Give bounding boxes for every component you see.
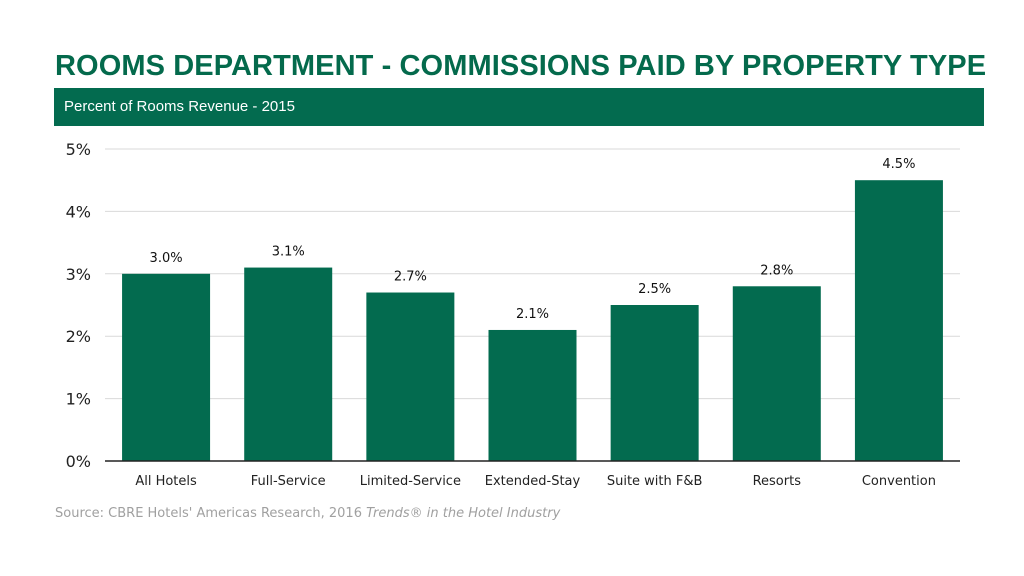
x-tick-label: Full-Service (251, 474, 326, 489)
bar (488, 329, 577, 461)
data-label: 2.1% (516, 307, 549, 322)
data-label: 3.1% (272, 245, 305, 260)
bar (732, 286, 821, 461)
bar (122, 273, 211, 461)
bar (366, 292, 455, 461)
source-publication: Trends® in the Hotel Industry (366, 506, 561, 521)
x-tick-label: Suite with F&B (607, 474, 703, 489)
y-tick-label: 4% (66, 202, 91, 221)
bar (854, 180, 943, 461)
data-label: 2.8% (760, 263, 793, 278)
y-tick-label: 0% (66, 452, 91, 471)
bar (244, 267, 333, 461)
y-tick-label: 2% (66, 327, 91, 346)
x-tick-label: Resorts (753, 474, 802, 489)
y-tick-label: 1% (66, 390, 91, 409)
bar (610, 305, 699, 461)
source-text: Source: CBRE Hotels' Americas Research, … (55, 506, 367, 521)
data-label: 2.5% (638, 282, 671, 297)
y-tick-label: 3% (66, 265, 91, 284)
x-tick-label: Extended-Stay (485, 474, 581, 489)
chart-title: ROOMS DEPARTMENT - COMMISSIONS PAID BY P… (55, 50, 987, 82)
data-label: 2.7% (394, 270, 427, 285)
source-note: Source: CBRE Hotels' Americas Research, … (55, 506, 560, 521)
x-tick-label: Limited-Service (360, 474, 461, 489)
subtitle-banner: Percent of Rooms Revenue - 2015 (54, 88, 984, 126)
x-tick-label: Convention (862, 474, 936, 489)
data-label: 3.0% (150, 251, 183, 266)
x-tick-label: All Hotels (135, 474, 197, 489)
y-tick-label: 5% (66, 140, 91, 159)
chart-subtitle: Percent of Rooms Revenue - 2015 (64, 98, 295, 115)
data-label: 4.5% (882, 157, 915, 172)
